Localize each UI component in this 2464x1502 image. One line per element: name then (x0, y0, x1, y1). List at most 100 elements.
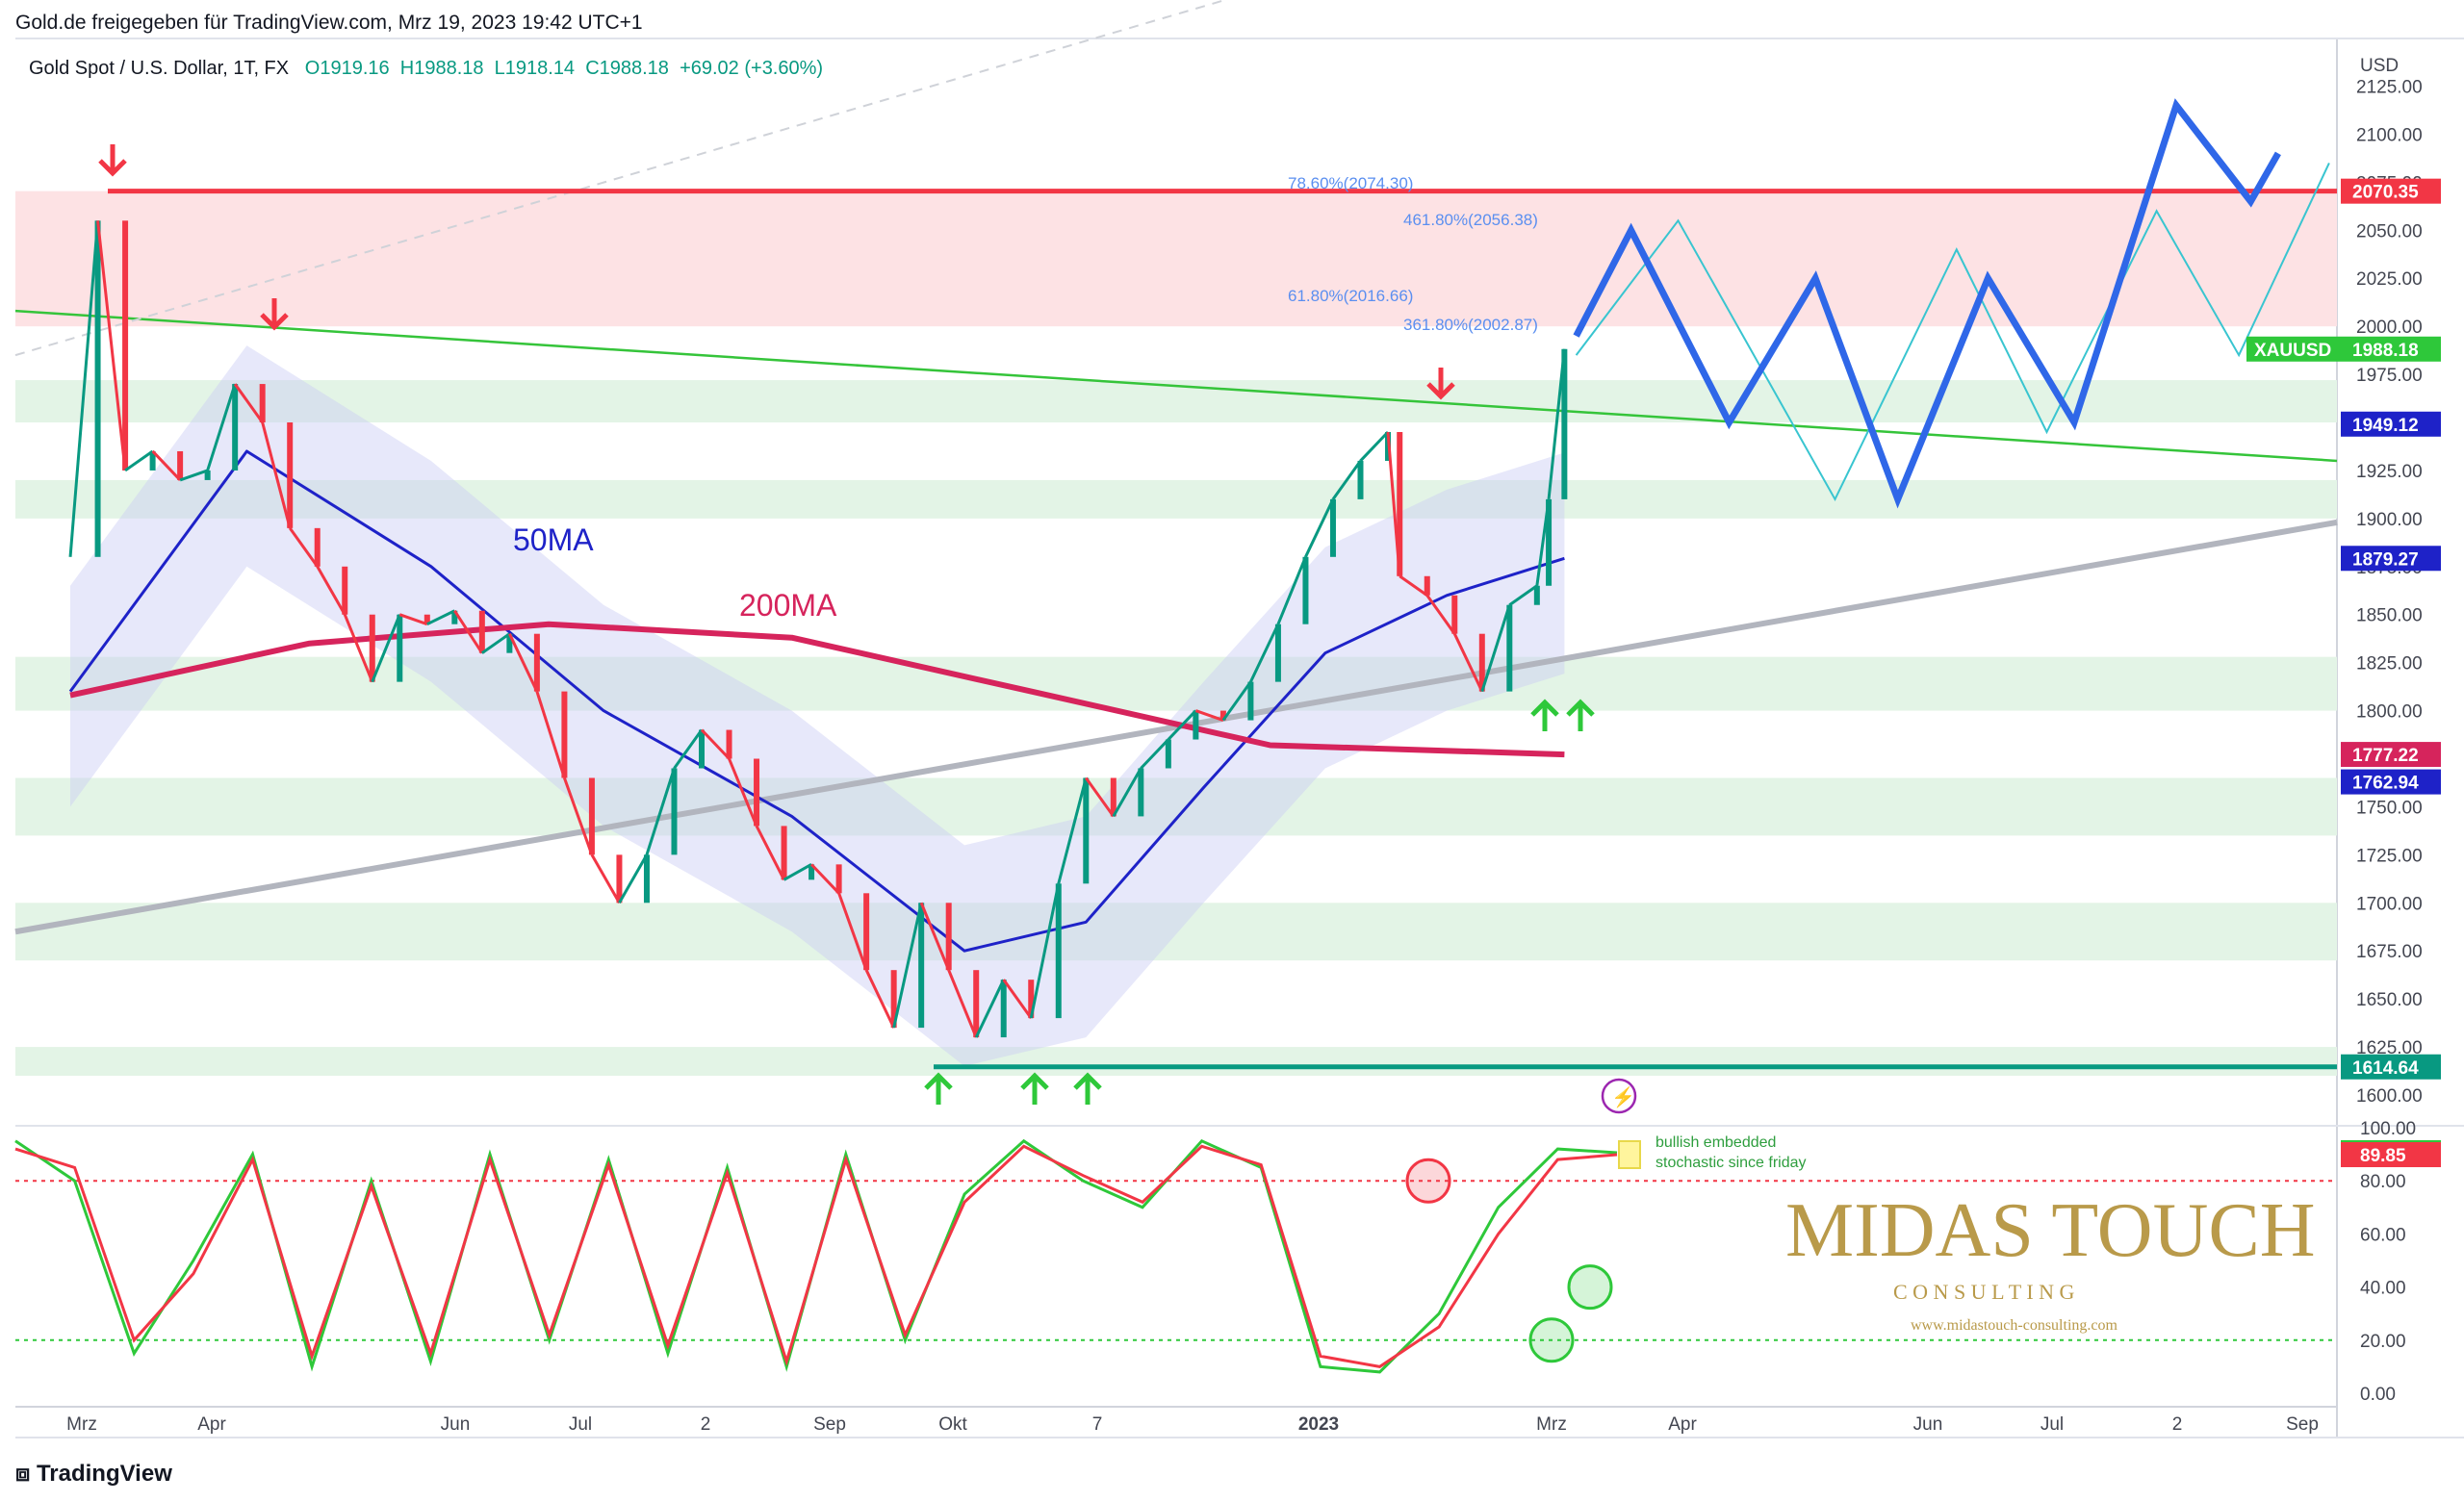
candle (1546, 498, 1553, 586)
candle (835, 864, 842, 894)
price-segment (590, 853, 621, 904)
ma200-tag: 1777.22 (2352, 746, 2419, 766)
price-segment (1304, 498, 1335, 558)
price-segment (1425, 594, 1456, 635)
time-tick: Sep (813, 1414, 846, 1435)
dashed-trendline (14, 0, 1229, 357)
price-segment (124, 449, 154, 472)
price-segment (1029, 883, 1061, 1019)
stoch-d-line (14, 1144, 1618, 1368)
candle (1083, 777, 1090, 884)
price-axis[interactable]: 1600.00 1625.00 1650.00 1675.00 1700.00 1725.… (2356, 78, 2423, 1107)
time-tick: 7 (1092, 1414, 1103, 1435)
candle (1357, 460, 1364, 499)
stoch-tick: 80.00 (2360, 1172, 2406, 1192)
support-zone-4 (15, 903, 2337, 961)
price-tick: 1925.00 (2356, 462, 2423, 482)
price-tick: 1675.00 (2356, 942, 2423, 962)
time-axis[interactable]: Mrz Apr Jun Jul 2 Sep Okt 7 2023 Mrz Apr Jun Jul 2 Sep (66, 1414, 2319, 1435)
price-segment (1002, 979, 1033, 1019)
candle (149, 450, 156, 471)
price-segment (480, 632, 511, 654)
candle (1478, 633, 1485, 692)
price-segment (755, 825, 785, 881)
stoch-tick: 40.00 (2360, 1279, 2406, 1299)
candle (451, 610, 458, 624)
volatility-band (70, 345, 1565, 1067)
candle (1451, 595, 1458, 634)
candle (1165, 739, 1171, 769)
price-segment (1057, 777, 1088, 884)
candle (506, 633, 513, 653)
candle (1219, 710, 1226, 721)
time-tick: Jun (441, 1414, 471, 1435)
price-segment (316, 566, 346, 616)
trend-tag-box (2341, 769, 2441, 795)
candle (478, 610, 485, 653)
price-projection (1573, 98, 2330, 509)
annotation-line-2: stochastic since friday (1656, 1155, 1807, 1171)
ma50-tag-b-box (2341, 546, 2441, 572)
last-price-tag-box (2246, 336, 2441, 362)
price-segment (179, 469, 209, 482)
candle (1110, 777, 1116, 817)
moving-averages (68, 449, 1565, 953)
highlight-circle (1405, 1158, 1451, 1204)
price-segment (398, 613, 428, 626)
price-tick: 1800.00 (2356, 702, 2423, 723)
currency-label: USD (2360, 56, 2399, 76)
candle (94, 220, 101, 557)
price-segment (96, 220, 127, 471)
support-tag: 1614.64 (2352, 1058, 2419, 1079)
fib-label: 461.80%(2056.38) (1403, 211, 1538, 229)
time-tick: 2 (701, 1414, 711, 1435)
price-tick: 2000.00 (2356, 318, 2423, 338)
support-zone-5 (15, 1047, 2337, 1077)
price-segment (728, 757, 758, 827)
price-segment (426, 609, 455, 626)
price-segment (151, 449, 182, 481)
price-segment (919, 902, 951, 971)
symbol-name[interactable]: Gold Spot / U.S. Dollar, 1T, FX (29, 58, 290, 79)
price-segment (562, 776, 594, 855)
price-segment (783, 863, 812, 881)
price-tick: 1725.00 (2356, 846, 2423, 866)
time-tick: Mrz (1536, 1414, 1567, 1435)
candle (643, 854, 650, 904)
candle (369, 614, 375, 682)
candle (397, 614, 403, 682)
support-tag-box (2341, 1054, 2441, 1080)
bollinger-band (70, 345, 1565, 1067)
candle (671, 768, 678, 855)
price-tick: 1650.00 (2356, 990, 2423, 1010)
candle (1424, 575, 1430, 596)
down-arrow-icon-head (1426, 382, 1455, 400)
tv-logo-icon: ⧈ (15, 1461, 37, 1487)
price-segment (1249, 624, 1280, 683)
price-segment (68, 220, 100, 557)
lightning-icon[interactable] (1601, 1078, 1637, 1114)
candle (1397, 432, 1403, 576)
candle (533, 633, 540, 692)
alt-projection-path (1575, 162, 2330, 502)
candle (1055, 883, 1062, 1019)
ma50-line (68, 449, 1565, 953)
trend-tag: 1762.94 (2352, 774, 2419, 794)
candle (1000, 980, 1007, 1038)
price-segment (1399, 574, 1428, 597)
resistance-tag-box (2341, 178, 2441, 204)
up-arrow-icon-head (1020, 1072, 1049, 1090)
stoch-tick: 20.00 (2360, 1332, 2406, 1352)
stoch-d-tag-box (2341, 1142, 2441, 1168)
tv-logo-text: TradingView (36, 1461, 172, 1487)
tradingview-logo[interactable]: ⧈ TradingView (15, 1461, 172, 1488)
stoch-tick: 100.00 (2360, 1119, 2416, 1139)
price-segment (1452, 633, 1484, 693)
stoch-d-tag: 89.85 (2360, 1146, 2406, 1166)
time-tick: Jun (1913, 1414, 1943, 1435)
signal-arrows (98, 144, 1595, 1105)
annotation-marker (1618, 1140, 1641, 1169)
resistance-tag: 2070.35 (2352, 183, 2419, 203)
price-segment (508, 633, 539, 693)
